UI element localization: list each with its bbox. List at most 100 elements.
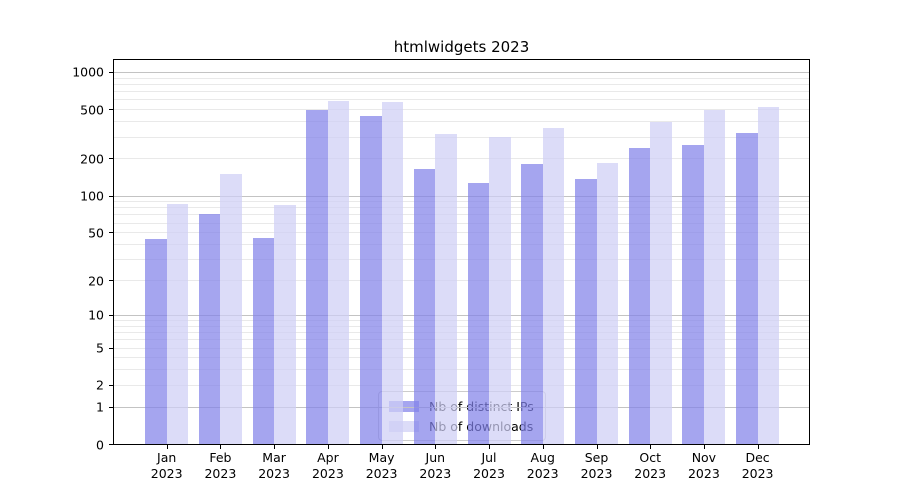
bar-ips-apr	[306, 110, 328, 444]
minor-gridline-60	[114, 222, 809, 224]
y-tickmark-1	[109, 406, 113, 408]
x-label-year: 2023	[204, 466, 237, 481]
x-tick-label-feb: Feb 2023	[189, 450, 251, 482]
bar-ips-aug	[521, 163, 543, 444]
y-tick-label-500: 500	[80, 102, 104, 118]
x-label-year: 2023	[258, 466, 290, 481]
major-gridline-100	[114, 195, 809, 197]
minor-gridline-6	[114, 339, 809, 341]
y-tick-label-5: 5	[96, 340, 104, 356]
x-tick-label-mar: Mar 2023	[243, 450, 305, 482]
y-tick-label-1000: 1000	[72, 64, 104, 80]
bar-downloads-dec	[757, 107, 780, 444]
x-tickmark-jan	[166, 445, 168, 449]
y-tick-label-1: 1	[96, 399, 104, 415]
x-label-year: 2023	[311, 466, 344, 481]
x-tick-label-may: May 2023	[351, 450, 413, 482]
axis-spine-bottom	[113, 444, 810, 445]
x-tickmark-jul	[489, 445, 490, 449]
minor-gridline-800	[114, 83, 809, 85]
x-tickmark-oct	[650, 445, 652, 449]
x-label-year: 2023	[419, 466, 452, 481]
minor-gridline-90	[114, 201, 809, 203]
minor-gridline-700	[114, 91, 809, 93]
minor-gridline-500	[114, 109, 809, 111]
bar-ips-dec	[736, 132, 758, 444]
bar-ips-mar	[252, 237, 275, 444]
x-label-year: 2023	[634, 466, 667, 481]
x-tick-label-oct: Oct 2023	[619, 450, 681, 482]
minor-gridline-80	[114, 207, 809, 209]
minor-gridline-2	[114, 384, 809, 386]
y-tickmark-50	[109, 232, 113, 234]
x-label-year: 2023	[741, 466, 774, 481]
bar-ips-may	[360, 115, 382, 444]
minor-gridline-5	[114, 347, 809, 349]
bar-ips-jun	[413, 169, 436, 444]
x-tickmark-may	[381, 445, 383, 449]
bar-ips-oct	[628, 148, 651, 444]
x-tickmark-nov	[703, 445, 705, 449]
y-tick-label-0: 0	[96, 437, 104, 452]
bar-downloads-jul	[489, 137, 511, 444]
x-tickmark-jun	[435, 445, 437, 449]
x-label-year: 2023	[526, 466, 559, 481]
x-label-month: Feb	[209, 450, 232, 465]
x-label-month: Nov	[691, 450, 717, 465]
y-tickmark-2	[109, 384, 113, 386]
y-tick-label-10: 10	[88, 307, 104, 323]
y-tick-label-100: 100	[80, 188, 104, 204]
bar-downloads-apr	[327, 101, 350, 444]
bar-downloads-mar	[274, 205, 296, 444]
minor-gridline-50	[114, 232, 809, 234]
x-tick-label-aug: Aug 2023	[512, 450, 574, 482]
chart-title: htmlwidgets 2023	[393, 38, 530, 56]
x-tickmark-feb	[220, 445, 222, 449]
y-tickmark-1000	[109, 71, 113, 73]
x-tick-label-jan: Jan 2023	[136, 450, 198, 482]
bar-downloads-aug	[542, 128, 565, 444]
minor-gridline-600	[114, 99, 809, 101]
bar-downloads-jun	[435, 134, 457, 444]
y-tickmark-10	[109, 314, 113, 316]
y-tickmark-20	[109, 280, 113, 281]
minor-gridline-300	[114, 136, 809, 138]
x-label-month: Jun	[425, 450, 446, 465]
bar-downloads-may	[381, 101, 404, 444]
bar-ips-jul	[467, 183, 489, 444]
y-tickmark-0	[109, 444, 113, 445]
y-tick-label-2: 2	[96, 377, 104, 393]
axis-spine-left	[113, 59, 114, 445]
x-label-year: 2023	[473, 466, 505, 481]
x-tick-label-sep: Sep 2023	[566, 450, 628, 482]
bar-downloads-jan	[166, 203, 189, 444]
legend-entry-downloads: Nb of downloads	[389, 418, 535, 434]
minor-gridline-8	[114, 325, 809, 327]
bar-downloads-sep	[596, 162, 618, 444]
x-tick-label-jul: Jul 2023	[458, 450, 520, 482]
x-label-month: Oct	[639, 450, 661, 465]
bar-downloads-feb	[220, 173, 242, 444]
minor-gridline-9	[114, 320, 809, 321]
x-label-month: May	[368, 450, 395, 465]
x-label-month: Mar	[262, 450, 286, 465]
minor-gridline-30	[114, 259, 809, 261]
y-tick-label-50: 50	[88, 225, 104, 241]
bar-ips-nov	[682, 145, 704, 444]
y-tick-label-200: 200	[80, 151, 104, 167]
y-tickmark-5	[109, 347, 113, 349]
x-tick-label-apr: Apr 2023	[297, 450, 359, 482]
minor-gridline-200	[114, 158, 809, 160]
x-tick-label-nov: Nov 2023	[673, 450, 735, 482]
minor-gridline-3	[114, 369, 809, 371]
bar-downloads-oct	[650, 121, 672, 444]
major-gridline-1	[114, 406, 809, 408]
axis-spine-top	[113, 59, 810, 60]
y-tickmark-500	[109, 109, 113, 111]
major-gridline-1000	[114, 71, 809, 73]
legend-swatch-distinct-ips	[389, 400, 419, 412]
x-tick-label-jun: Jun 2023	[404, 450, 466, 482]
x-tickmark-sep	[596, 445, 598, 449]
x-label-month: Sep	[584, 450, 609, 465]
x-label-month: Jul	[481, 450, 497, 465]
